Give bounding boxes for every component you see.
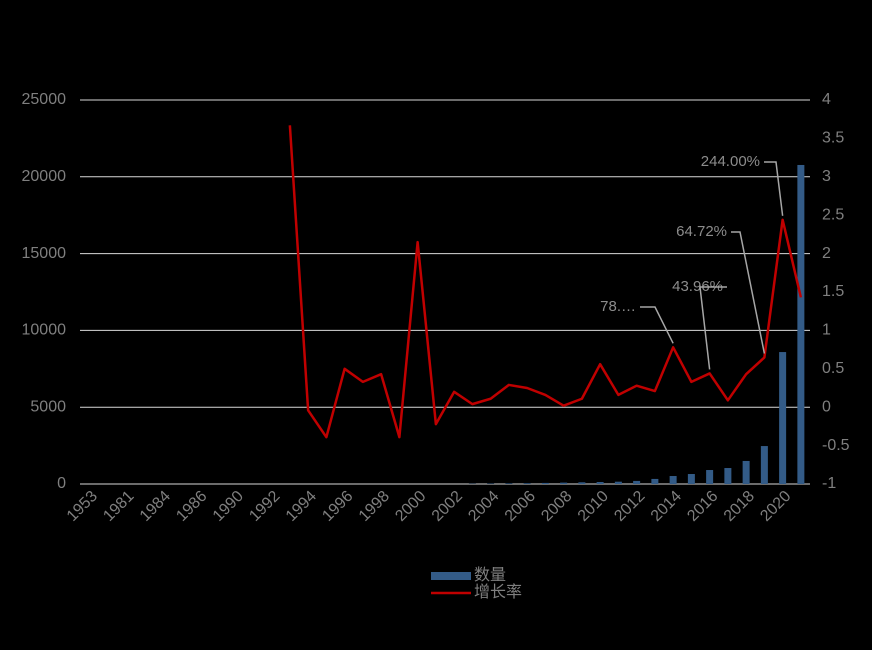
bar [578, 482, 586, 484]
y2-tick-label: 1.5 [822, 283, 844, 300]
x-tick-label: 2004 [465, 488, 502, 525]
leader-line [764, 161, 784, 216]
x-tick-label: 1984 [137, 488, 174, 525]
x-tick-label: 2006 [502, 488, 539, 525]
x-tick-label: 1990 [210, 488, 247, 525]
x-tick-label: 2014 [648, 488, 685, 525]
x-tick-label: 2002 [429, 488, 466, 525]
legend-label: 数量 [474, 566, 506, 584]
bar [779, 352, 787, 484]
data-label: 244.00% [701, 153, 760, 170]
data-label: 43.96% [672, 278, 723, 295]
y2-tick-label: 4 [822, 91, 831, 108]
y2-tick-label: 0 [822, 398, 831, 415]
leader-line [699, 286, 727, 370]
y2-tick-label: 3 [822, 168, 831, 185]
bar [706, 470, 714, 484]
legend-label: 增长率 [474, 583, 522, 601]
bar [724, 468, 732, 484]
bar [633, 480, 641, 484]
y-tick-label: 25000 [22, 91, 67, 108]
bar [797, 164, 805, 485]
x-tick-label: 1992 [246, 488, 283, 525]
data-label: 78.… [600, 298, 636, 315]
x-tick-label: 1996 [319, 488, 356, 525]
leader-line [640, 306, 674, 344]
x-tick-label: 2012 [611, 488, 648, 525]
x-tick-label: 1953 [64, 488, 101, 525]
bar [669, 476, 677, 484]
y2-tick-label: 0.5 [822, 360, 844, 377]
data-label: 64.72% [676, 223, 727, 240]
bar [614, 481, 622, 484]
x-tick-label: 2018 [721, 488, 758, 525]
y-tick-label: 20000 [22, 168, 67, 185]
x-tick-label: 2000 [392, 488, 429, 525]
bar [541, 482, 549, 484]
y2-tick-label: 2.5 [822, 206, 844, 223]
bar [596, 482, 604, 484]
bar [742, 460, 750, 484]
x-tick-label: 1986 [173, 488, 210, 525]
y-tick-label: 5000 [30, 398, 66, 415]
line [288, 125, 803, 439]
y-tick-label: 10000 [22, 322, 67, 339]
y-tick-label: 0 [57, 475, 66, 492]
y-tick-label: 15000 [22, 245, 67, 262]
x-tick-label: 1998 [356, 488, 393, 525]
bar [523, 483, 531, 484]
x-tick-label: 2008 [538, 488, 575, 525]
x-tick-label: 1981 [100, 488, 137, 525]
bar [505, 483, 513, 484]
y2-tick-label: 2 [822, 245, 831, 262]
y2-tick-label: 3.5 [822, 130, 844, 147]
bar [651, 478, 659, 484]
legend-swatch [431, 572, 471, 580]
leader-line [731, 231, 766, 354]
bar [560, 482, 568, 484]
x-tick-label: 1994 [283, 488, 320, 525]
y2-tick-label: 1 [822, 322, 831, 339]
y2-tick-label: -0.5 [822, 437, 850, 454]
x-tick-label: 2016 [684, 488, 721, 525]
x-tick-label: 2020 [757, 488, 794, 525]
bar [687, 474, 695, 484]
y2-tick-label: -1 [822, 475, 836, 492]
bar [760, 446, 768, 484]
x-tick-label: 2010 [575, 488, 612, 525]
